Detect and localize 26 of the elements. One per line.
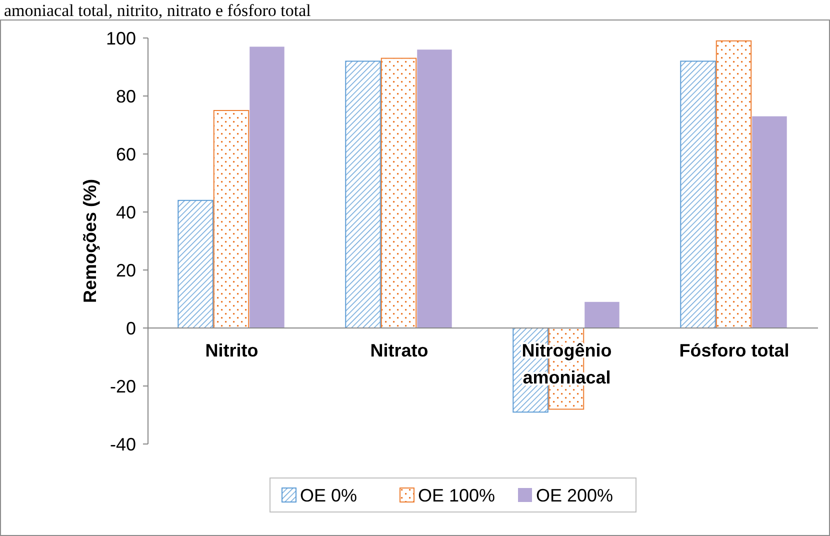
y-tick-label: -40 bbox=[110, 434, 136, 454]
bar bbox=[584, 302, 620, 328]
bar bbox=[380, 58, 417, 328]
y-tick-label: 20 bbox=[116, 260, 136, 280]
legend-label: OE 0% bbox=[300, 485, 358, 506]
bar bbox=[680, 60, 716, 328]
y-axis-title: Remoções (%) bbox=[80, 178, 100, 304]
y-tick-label: 80 bbox=[116, 86, 136, 106]
y-tick-label: 0 bbox=[126, 318, 136, 338]
bar bbox=[213, 110, 250, 328]
x-tick-label: Nitrito bbox=[205, 340, 258, 360]
y-tick-label: -20 bbox=[110, 376, 136, 396]
y-tick-label: 40 bbox=[116, 202, 136, 222]
bar bbox=[250, 46, 284, 328]
x-tick-label: Fósforo total bbox=[679, 340, 790, 360]
bar bbox=[417, 50, 452, 328]
y-tick-label: 100 bbox=[106, 28, 136, 48]
y-tick-label: 60 bbox=[116, 144, 136, 164]
bar bbox=[178, 200, 214, 328]
chart-title: amoniacal total, nitrito, nitrato e fósforo total bbox=[4, 1, 312, 20]
legend-label: OE 200% bbox=[536, 485, 614, 506]
bar bbox=[716, 40, 752, 328]
bar bbox=[752, 116, 787, 328]
bar bbox=[345, 60, 381, 328]
legend-label: OE 100% bbox=[418, 485, 496, 506]
x-tick-label: Nitrato bbox=[370, 340, 428, 360]
